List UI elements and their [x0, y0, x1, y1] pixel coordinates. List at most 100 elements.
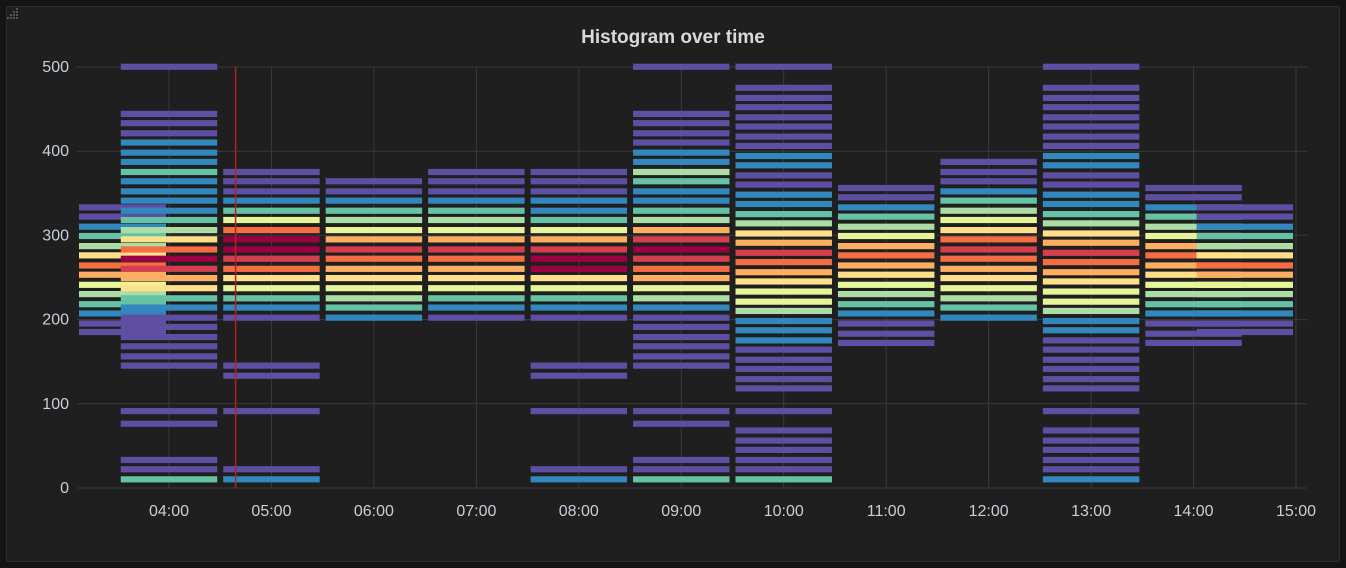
heatmap-cell [530, 408, 628, 415]
heatmap-cell [633, 265, 730, 272]
heatmap-cell [633, 178, 730, 185]
heatmap-cell [428, 227, 525, 234]
heatmap-cell [940, 178, 1037, 185]
heatmap-cell [530, 255, 628, 262]
heatmap-cell [79, 262, 166, 269]
heatmap-cell [633, 420, 730, 427]
heatmap-cell [1042, 278, 1140, 285]
heatmap-cell [837, 194, 935, 201]
heatmap-cell [735, 84, 832, 91]
heatmap-cell [79, 243, 166, 250]
heatmap-cell [633, 149, 730, 156]
heatmap-cell [325, 216, 423, 224]
heatmap-cell [1042, 104, 1140, 111]
x-tick-label: 10:00 [764, 503, 804, 520]
heatmap-cell [223, 197, 320, 204]
heatmap-cell [837, 281, 935, 288]
heatmap-cell [633, 197, 730, 204]
heatmap-cell [735, 152, 832, 160]
heatmap-cell [1145, 232, 1242, 240]
heatmap-cell [735, 365, 832, 373]
heatmap-cell [837, 223, 935, 230]
heatmap-cell [735, 259, 832, 266]
heatmap-cell [325, 178, 423, 185]
heatmap-cell [633, 476, 730, 483]
heatmap-cell [837, 243, 935, 250]
heatmap-cell [530, 188, 628, 195]
heatmap-cell [530, 216, 628, 224]
heatmap-cell [1042, 84, 1140, 91]
heatmap-cell [530, 207, 628, 214]
heatmap-cell [1042, 152, 1140, 160]
heatmap-cell [325, 246, 423, 253]
histogram-heatmap: 0 100 200 300 400 500 04:00 05:00 06:00 07:00 08:0… [42, 59, 1316, 520]
heatmap-cell [120, 130, 218, 137]
heatmap-cell [735, 63, 832, 70]
heatmap-cell [530, 372, 628, 379]
heatmap-cell [1042, 437, 1140, 444]
heatmap-cell [223, 275, 320, 282]
resize-handle-icon[interactable] [7, 7, 19, 19]
y-tick-label: 100 [42, 396, 69, 413]
heatmap-cell [120, 227, 218, 234]
heatmap-cell [1145, 320, 1242, 327]
heatmap-cell [735, 211, 832, 218]
heatmap-cell [633, 236, 730, 243]
heatmap-cell [1042, 298, 1140, 305]
heatmap-cell [1042, 446, 1140, 453]
x-tick-label: 05:00 [251, 503, 291, 520]
heatmap-cell [223, 362, 320, 369]
heatmap-cell [633, 285, 730, 292]
heatmap-cell [120, 285, 218, 292]
heatmap-cell [1042, 327, 1140, 334]
heatmap-cell [1145, 339, 1242, 347]
heatmap-cell [325, 295, 423, 302]
heatmap-cell [120, 110, 218, 117]
heatmap-cell [223, 255, 320, 262]
heatmap-cell [735, 133, 832, 140]
heatmap-cell [530, 168, 628, 176]
heatmap-cell [120, 188, 218, 195]
heatmap-cell [120, 362, 218, 369]
heatmap-cell [735, 269, 832, 276]
x-tick-label: 08:00 [559, 503, 599, 520]
heatmap-cell [428, 197, 525, 204]
heatmap-cell [633, 343, 730, 350]
heatmap-cell [223, 168, 320, 176]
heatmap-cell [120, 197, 218, 204]
x-tick-label: 09:00 [661, 503, 701, 520]
heatmap-cell [735, 239, 832, 246]
heatmap-cell [735, 385, 832, 392]
x-tick-label: 04:00 [149, 503, 189, 520]
heatmap-cell [633, 110, 730, 117]
heatmap-cell [633, 275, 730, 282]
heatmap-cell [1042, 307, 1140, 315]
heatmap-cell [837, 320, 935, 327]
heatmap-cell [1145, 184, 1242, 192]
heatmap-cell [1042, 211, 1140, 218]
heatmap-cell [530, 197, 628, 204]
heatmap-cell [735, 427, 832, 434]
heatmap-cell [223, 295, 320, 302]
heatmap-cell [633, 188, 730, 195]
heatmap-cell [1042, 356, 1140, 363]
heatmap-cell [325, 227, 423, 234]
heatmap-cell [120, 168, 218, 176]
heatmap-cell [428, 255, 525, 262]
x-tick-label: 07:00 [456, 503, 496, 520]
heatmap-cell [1196, 271, 1293, 278]
heatmap-cell [735, 288, 832, 295]
heatmap-cell [1145, 194, 1242, 201]
heatmap-cell [735, 317, 832, 325]
heatmap-cell [428, 295, 525, 302]
heatmap-cell [1196, 243, 1293, 250]
x-tick-label: 06:00 [354, 503, 394, 520]
x-tick-label: 12:00 [969, 503, 1009, 520]
heatmap-cell [1042, 376, 1140, 383]
heatmap-cell [1145, 204, 1242, 211]
heatmap-cell [837, 290, 935, 298]
heatmap-cell [223, 466, 320, 473]
heatmap-cell [223, 227, 320, 234]
heatmap-cell [1042, 466, 1140, 473]
heatmap-cell [428, 236, 525, 243]
